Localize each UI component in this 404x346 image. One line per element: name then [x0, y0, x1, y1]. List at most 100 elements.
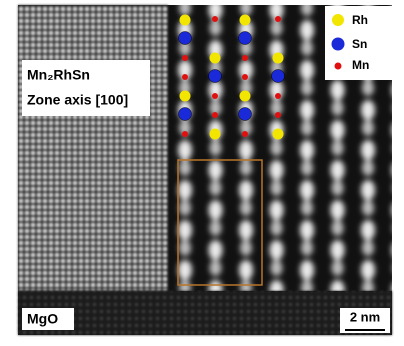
scale-bar-label: 2 nm — [350, 309, 380, 324]
atom-column — [361, 100, 375, 120]
atom-column — [393, 20, 404, 36]
atom-column — [210, 260, 222, 276]
atom-column — [301, 0, 313, 16]
page: Mn₂RhSn Zone axis [100] Rh Sn Mn MgO 2 n… — [0, 0, 404, 346]
mn-atom — [212, 93, 218, 99]
atom-column — [209, 200, 223, 220]
mn-atom — [182, 131, 188, 137]
mn-atom — [242, 74, 248, 80]
atom-column — [300, 260, 314, 280]
atom-column — [179, 240, 191, 256]
mn-atom — [242, 55, 248, 61]
atom-column — [393, 220, 404, 236]
atom-column — [301, 240, 313, 256]
atom-column — [392, 200, 404, 220]
atom-column — [393, 60, 404, 76]
rh-atom — [180, 91, 191, 102]
lattice-fine — [18, 5, 168, 291]
compound-label: Mn₂RhSn — [27, 67, 90, 83]
atom-column — [270, 200, 284, 220]
mn-atom — [275, 93, 281, 99]
rh-atom — [180, 15, 191, 26]
atom-column — [300, 60, 314, 80]
atom-column — [271, 20, 283, 36]
atom-column — [301, 80, 313, 96]
sn-atom — [239, 32, 252, 45]
atom-column — [300, 20, 314, 40]
mn-atom — [212, 16, 218, 22]
atom-column — [178, 140, 192, 160]
atom-column — [271, 260, 283, 276]
atom-column — [361, 140, 375, 160]
atom-column — [301, 200, 313, 216]
atom-column — [240, 160, 252, 176]
atom-column — [239, 140, 253, 160]
atom-column — [392, 80, 404, 100]
atom-column — [239, 260, 253, 280]
atom-column — [178, 260, 192, 280]
rh-atom — [210, 129, 221, 140]
atom-column — [239, 220, 253, 240]
atom-column — [362, 200, 374, 216]
atom-column — [361, 220, 375, 240]
atom-column — [393, 100, 404, 116]
atom-column — [178, 180, 192, 200]
atom-column — [178, 220, 192, 240]
zone-axis-label: Zone axis [100] — [27, 92, 128, 108]
atom-column — [331, 120, 345, 140]
atom-column — [361, 260, 375, 280]
legend-label: Rh — [352, 13, 368, 27]
atom-column — [270, 240, 284, 260]
atom-column — [331, 200, 345, 220]
atom-column — [362, 80, 374, 96]
rh-atom — [240, 91, 251, 102]
atom-column — [271, 220, 283, 236]
rh-atom — [273, 53, 284, 64]
atom-column — [392, 160, 404, 180]
sn-atom — [179, 32, 192, 45]
mn-atom — [275, 112, 281, 118]
mn-atom — [275, 16, 281, 22]
atom-column — [300, 180, 314, 200]
atom-column — [361, 180, 375, 200]
atom-column — [392, 0, 404, 20]
atom-column — [240, 0, 252, 16]
atom-column — [393, 180, 404, 196]
atom-column — [393, 140, 404, 156]
atom-column — [239, 180, 253, 200]
rh-atom — [240, 15, 251, 26]
sn-atom — [272, 70, 285, 83]
atom-column — [301, 120, 313, 136]
sn-atom — [209, 70, 222, 83]
atom-column — [331, 80, 345, 100]
atom-column — [210, 20, 222, 36]
atom-column — [332, 260, 344, 276]
atom-column — [179, 0, 191, 16]
rh-atom — [210, 53, 221, 64]
atom-column — [392, 120, 404, 140]
atom-column — [271, 140, 283, 156]
mn-atom — [212, 112, 218, 118]
atom-column — [270, 160, 284, 180]
legend-swatch-rh — [332, 14, 344, 26]
substrate-region — [18, 291, 392, 335]
legend-label: Mn — [352, 58, 369, 72]
legend-label: Sn — [352, 37, 367, 51]
sn-atom — [179, 108, 192, 121]
atom-column — [362, 160, 374, 176]
atom-column — [393, 300, 404, 316]
atom-column — [300, 100, 314, 120]
atom-column — [210, 140, 222, 156]
atom-column — [271, 180, 283, 196]
atom-column — [392, 280, 404, 300]
atom-column — [300, 220, 314, 240]
substrate-label: MgO — [27, 311, 58, 327]
atom-column — [240, 200, 252, 216]
atom-column — [209, 160, 223, 180]
atom-column — [332, 100, 344, 116]
atom-column — [362, 240, 374, 256]
atom-column — [301, 160, 313, 176]
atom-column — [332, 180, 344, 196]
legend-swatch-mn — [335, 63, 342, 70]
atom-column — [210, 180, 222, 196]
